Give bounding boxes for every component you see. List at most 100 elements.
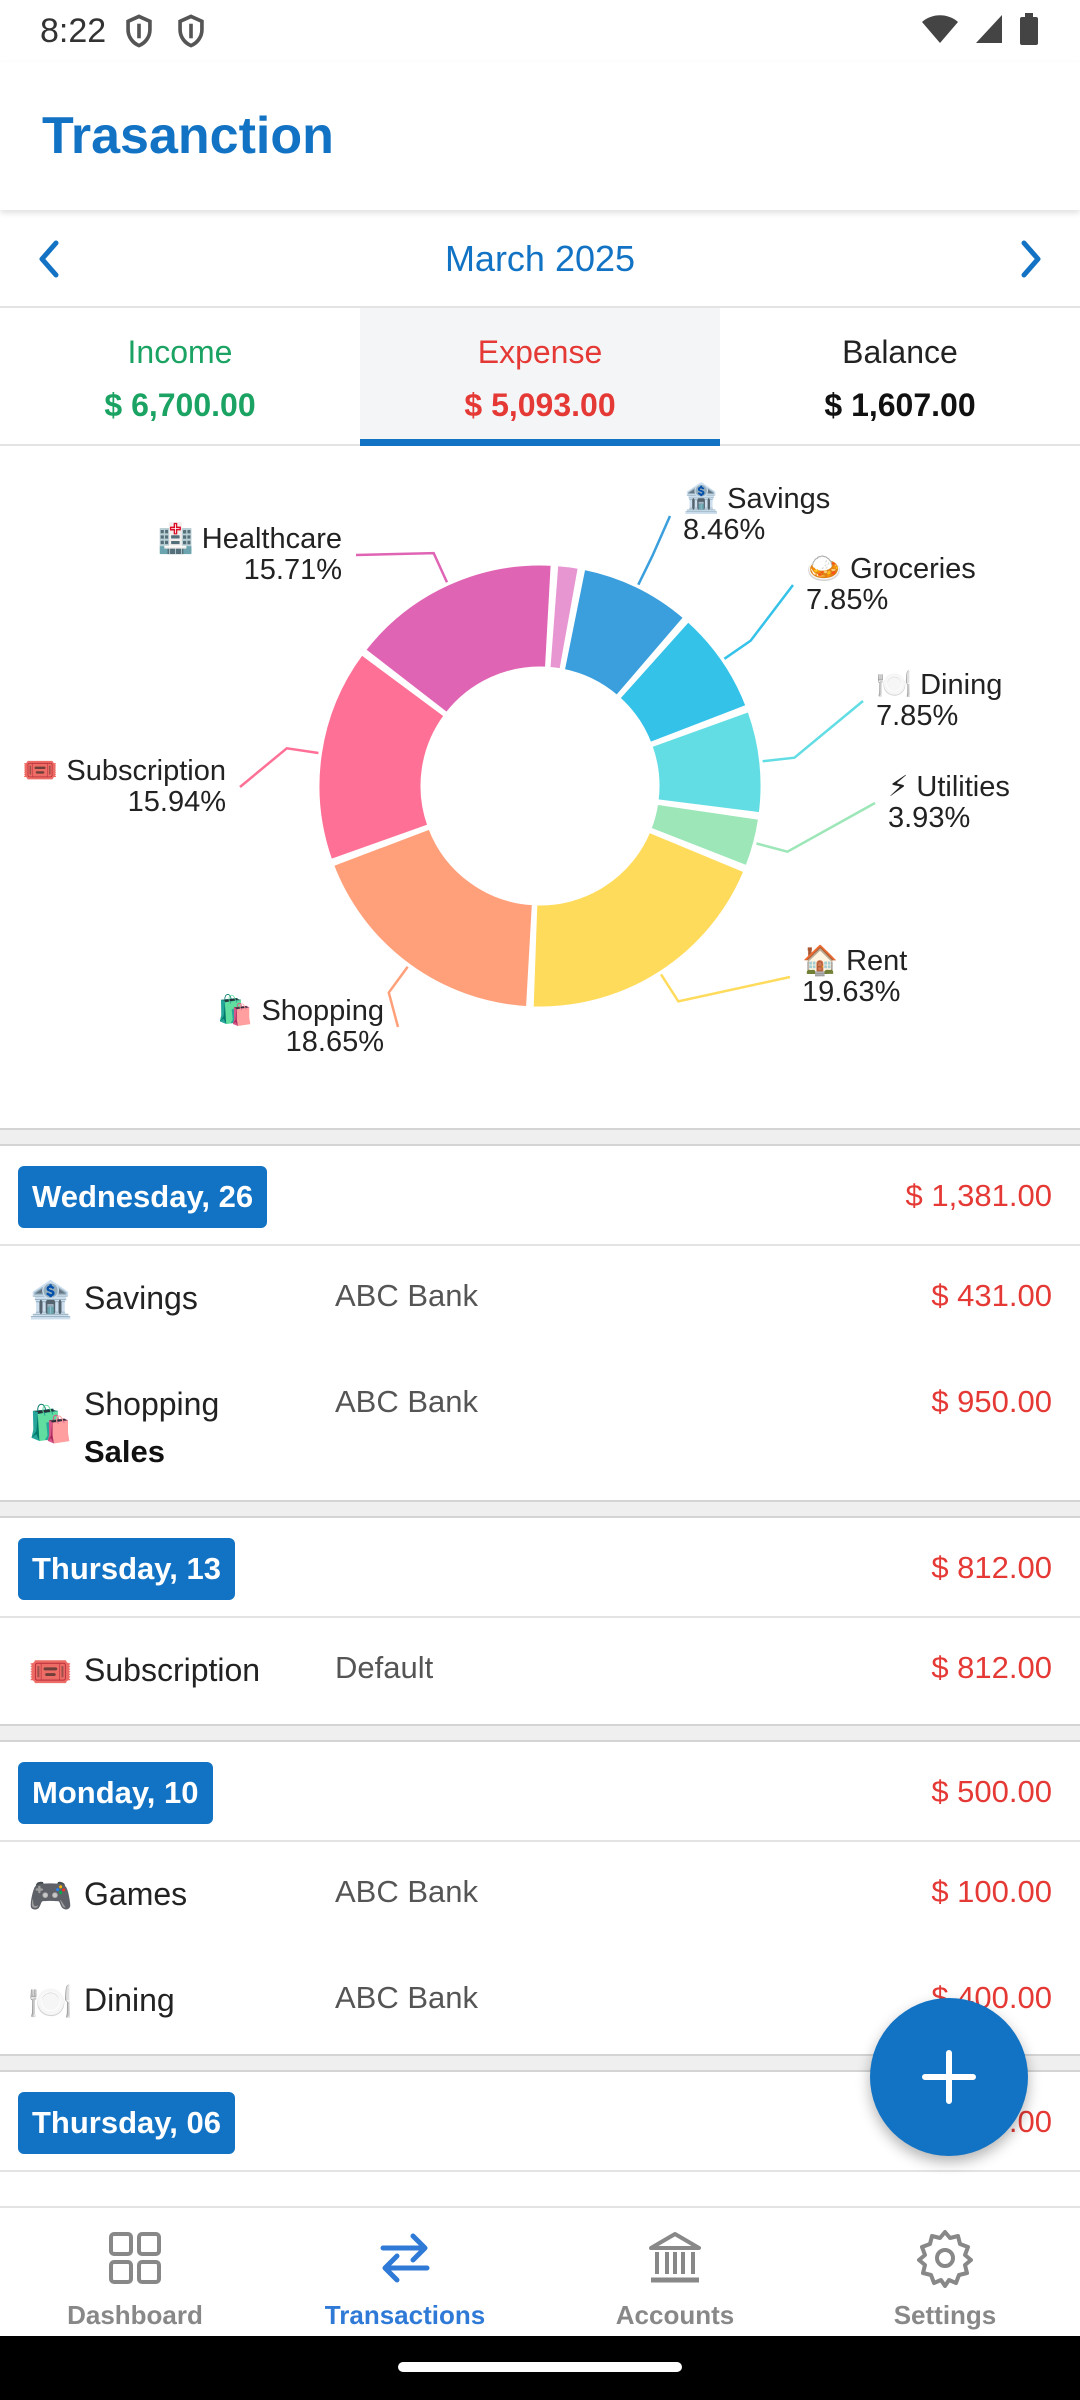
donut-slice-dining[interactable] [649,709,764,816]
category-emoji-icon: 🏠 [802,944,838,977]
status-indicators [920,12,1040,46]
income-value: $ 6,700.00 [104,387,256,423]
slice-category-label: 🏠 Rent [802,944,907,977]
nav-label: Transactions [324,2300,486,2330]
transaction-account: Default [335,1650,434,1685]
transaction-row[interactable]: 🏦 Savings ABC Bank $ 431.00 [0,1246,1080,1368]
transaction-category: Shopping [84,1386,220,1422]
day-total: $ 812.00 [931,1550,1052,1585]
donut-slice-subscription[interactable] [316,652,447,863]
chevron-left-icon [39,240,59,278]
donut-slice-games[interactable] [547,563,581,672]
home-gesture-handle[interactable] [398,2362,682,2372]
day-header: Thursday, 06.00 [0,2072,1080,2172]
transaction-category: Dining [84,1982,175,2018]
gesture-bar [0,2336,1080,2400]
day-header: Thursday, 13 $ 812.00 [0,1518,1080,1618]
category-emoji-icon: 🛍️ [217,993,253,1027]
slice-category-label: ⚡ Utilities [888,771,1010,803]
slice-percent-label: 7.85% [876,700,958,732]
transaction-account: ABC Bank [335,1980,479,2015]
page-title: Trasanction [42,107,334,165]
slice-category-label: 🍛 Groceries [806,553,976,585]
slice-name: Groceries [850,553,976,585]
month-label[interactable]: March 2025 [444,238,636,279]
previous-month-button[interactable] [22,232,76,286]
category-icon: 🛍️ [28,1403,73,1444]
expense-tab[interactable]: Expense $ 5,093.00 [360,308,720,446]
slice-name: Savings [727,483,830,515]
day-label: Thursday, 06 [18,2092,235,2154]
section-separator [0,1500,1080,1518]
transaction-row[interactable]: 🎮 Games ABC Bank $ 100.00 [0,1842,1080,1948]
category-icon: 🎟️ [28,1651,73,1692]
transaction-row[interactable]: 🍽️ Dining ABC Bank $ 400.00 [0,1948,1080,2054]
balance-tab[interactable]: Balance $ 1,607.00 [720,308,1080,444]
status-time: 8:22 [40,11,107,50]
bank-icon [649,2232,701,2283]
dashboard-icon [109,2232,161,2284]
shield-icon [126,14,152,48]
slice-name: Healthcare [202,523,342,555]
donut-slice-utilities[interactable] [648,801,762,869]
slice-name: Utilities [916,771,1009,803]
app-bar: Trasanction [0,62,1080,210]
donut-slice-groceries[interactable] [617,619,749,746]
donut-slice-savings[interactable] [561,566,687,698]
category-icon: 🏦 [28,1279,73,1320]
month-selector: March 2025 [0,210,1080,308]
nav-accounts[interactable]: Accounts [540,2208,810,2336]
transaction-account: ABC Bank [335,1384,479,1419]
shield-icon [178,14,204,48]
add-transaction-button[interactable] [870,1998,1028,2156]
expense-label: Expense [477,334,603,370]
nav-dashboard[interactable]: Dashboard [0,2208,270,2336]
category-emoji-icon: 🍛 [806,553,842,585]
slice-name: Shopping [261,995,384,1027]
transaction-row[interactable]: 🎟️ Subscription Default $ 812.00 [0,1618,1080,1724]
category-emoji-icon: 🏥 [158,521,194,555]
day-header: Monday, 10 $ 500.00 [0,1742,1080,1842]
section-separator [0,1724,1080,1742]
chevron-right-icon [1021,240,1041,278]
slice-percent-label: 19.63% [802,976,900,1008]
label-leader-line [660,973,791,1003]
label-leader-line [387,966,409,1028]
slice-category-label: 🛍️ Shopping [217,993,384,1027]
donut-slice-rent[interactable] [530,829,747,1010]
category-emoji-icon: ⚡ [888,771,908,803]
gear-icon [917,2230,973,2288]
nav-label: Settings [893,2300,997,2330]
donut-slice-shopping[interactable] [330,826,535,1010]
day-label: Wednesday, 26 [18,1166,268,1228]
label-leader-line [723,584,794,660]
bottom-navigation: Dashboard Transactions Accounts Settings [0,2206,1080,2336]
transaction-category: Games [84,1876,188,1912]
slice-percent-label: 15.94% [128,786,226,818]
income-label: Income [127,334,233,370]
slice-name: Dining [920,669,1002,701]
slice-percent-label: 18.65% [286,1026,384,1058]
nav-transactions[interactable]: Transactions [270,2208,540,2336]
category-emoji-icon: 🍽️ [876,669,912,701]
transaction-amount: $ 950.00 [931,1384,1052,1419]
expense-value: $ 5,093.00 [464,387,616,423]
balance-label: Balance [842,334,958,370]
plus-icon [922,2050,976,2104]
transaction-account: ABC Bank [335,1278,479,1313]
transaction-category: Savings [84,1280,198,1316]
slice-name: Subscription [66,755,226,787]
transaction-row[interactable]: 🛍️ Shopping ABC Bank $ 950.00 Sales [0,1352,1080,1502]
wifi-icon [922,15,958,43]
next-month-button[interactable] [1004,232,1058,286]
day-label: Monday, 10 [18,1762,213,1824]
donut-slice-healthcare[interactable] [363,562,554,716]
slice-category-label: 🎟️ Subscription [22,755,226,787]
signal-icon [976,15,1002,43]
nav-settings[interactable]: Settings [810,2208,1080,2336]
label-leader-line [355,551,449,583]
day-total: $ 500.00 [931,1774,1052,1809]
income-tab[interactable]: Income $ 6,700.00 [0,308,360,444]
expense-donut-chart: 🏦 Savings 8.46% 🍛 Groceries 7.85% 🍽️ Dining 7.85… [0,446,1080,1128]
day-label: Thursday, 13 [18,1538,235,1600]
